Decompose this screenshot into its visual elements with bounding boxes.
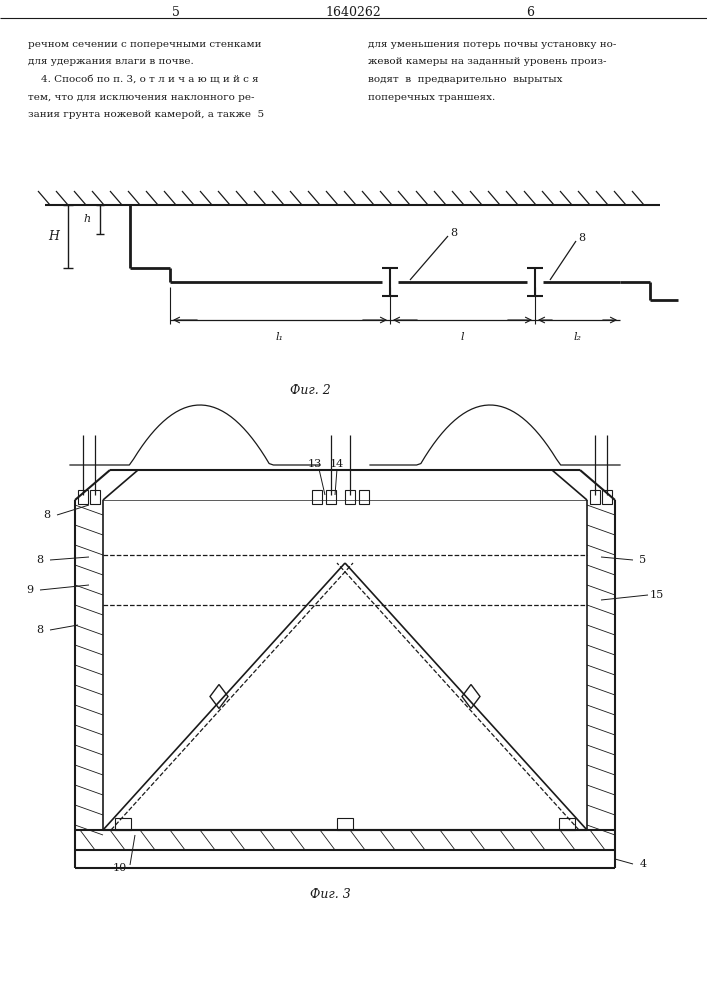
Bar — [590, 490, 600, 504]
Text: h: h — [83, 215, 90, 225]
Bar — [78, 490, 88, 504]
Text: жевой камеры на заданный уровень произ-: жевой камеры на заданный уровень произ- — [368, 57, 607, 66]
Text: Фиг. 2: Фиг. 2 — [290, 383, 330, 396]
Bar — [326, 490, 336, 504]
Text: 15: 15 — [650, 590, 665, 600]
Text: для уменьшения потерь почвы установку но-: для уменьшения потерь почвы установку но… — [368, 40, 617, 49]
Bar — [359, 490, 369, 504]
Bar — [559, 818, 575, 830]
Text: 8: 8 — [450, 228, 457, 238]
Polygon shape — [462, 684, 480, 708]
Text: Фиг. 3: Фиг. 3 — [310, 888, 351, 902]
Text: 10: 10 — [113, 863, 127, 873]
Text: l₂: l₂ — [573, 332, 581, 342]
Bar — [312, 490, 322, 504]
Text: H: H — [49, 230, 59, 243]
Bar — [602, 490, 612, 504]
Text: 1640262: 1640262 — [325, 5, 381, 18]
Text: 8: 8 — [37, 555, 44, 565]
Text: тем, что для исключения наклонного ре-: тем, что для исключения наклонного ре- — [28, 93, 255, 102]
Text: 8: 8 — [43, 510, 51, 520]
Polygon shape — [210, 684, 228, 708]
Text: 8: 8 — [37, 625, 44, 635]
Text: для удержания влаги в почве.: для удержания влаги в почве. — [28, 57, 194, 66]
Bar — [115, 818, 131, 830]
Text: зания грунта ножевой камерой, а также  5: зания грунта ножевой камерой, а также 5 — [28, 110, 264, 119]
Text: 5: 5 — [172, 5, 180, 18]
Text: l: l — [461, 332, 464, 342]
Text: 13: 13 — [308, 459, 322, 469]
Bar — [90, 490, 100, 504]
Text: 9: 9 — [26, 585, 33, 595]
Text: поперечных траншеях.: поперечных траншеях. — [368, 93, 495, 102]
Text: 4. Способ по п. 3, о т л и ч а ю щ и й с я: 4. Способ по п. 3, о т л и ч а ю щ и й с… — [28, 75, 259, 84]
Bar — [345, 490, 355, 504]
Text: l₁: l₁ — [276, 332, 284, 342]
Bar — [337, 818, 353, 830]
Text: водят  в  предварительно  вырытых: водят в предварительно вырытых — [368, 75, 563, 84]
Text: 4: 4 — [639, 859, 647, 869]
Text: 14: 14 — [330, 459, 344, 469]
Text: 8: 8 — [578, 233, 585, 243]
Text: речном сечении с поперечными стенками: речном сечении с поперечными стенками — [28, 40, 262, 49]
Text: 5: 5 — [639, 555, 647, 565]
Text: 6: 6 — [526, 5, 534, 18]
